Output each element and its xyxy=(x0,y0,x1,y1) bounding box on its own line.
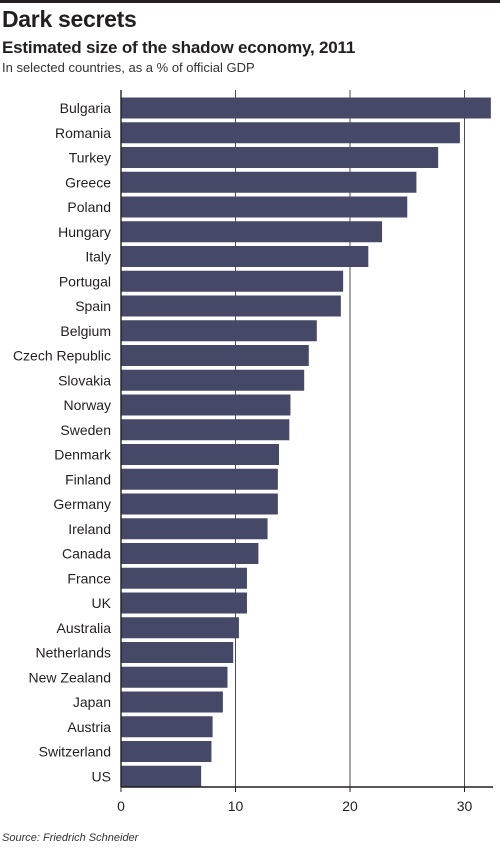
bar xyxy=(121,468,278,490)
category-label: Poland xyxy=(67,199,111,215)
bar xyxy=(121,97,491,119)
category-label: Spain xyxy=(75,298,111,314)
bar xyxy=(121,246,369,267)
bar xyxy=(121,444,280,465)
chart-subtitle: Estimated size of the shadow economy, 20… xyxy=(2,38,356,57)
category-label: New Zealand xyxy=(29,669,112,685)
bar xyxy=(121,617,239,639)
bar xyxy=(121,666,228,688)
bar xyxy=(121,642,234,663)
x-tick-label: 0 xyxy=(117,798,125,814)
bar xyxy=(121,765,202,787)
bar xyxy=(121,320,317,342)
bar xyxy=(121,493,278,515)
bar xyxy=(121,741,212,762)
bar xyxy=(121,419,290,441)
category-label: Ireland xyxy=(68,521,111,537)
bar xyxy=(121,691,223,713)
bar xyxy=(121,147,439,168)
category-label: Turkey xyxy=(69,150,111,166)
bar xyxy=(121,543,259,564)
category-label: Greece xyxy=(65,174,111,190)
category-label: Slovakia xyxy=(58,372,111,388)
category-label: Japan xyxy=(73,694,111,710)
bar xyxy=(121,270,344,292)
category-label: Switzerland xyxy=(39,744,111,760)
bar xyxy=(121,567,247,589)
x-tick-label: 30 xyxy=(457,798,473,814)
bar xyxy=(121,518,268,540)
category-label: Australia xyxy=(57,620,112,636)
chart-note: In selected countries, as a % of officia… xyxy=(2,60,255,75)
category-label: Romania xyxy=(55,125,111,141)
x-tick-label: 20 xyxy=(342,798,358,814)
bar xyxy=(121,221,383,243)
category-label: Czech Republic xyxy=(13,348,111,364)
category-label: Denmark xyxy=(54,447,112,463)
category-label: US xyxy=(92,768,111,784)
category-label: Sweden xyxy=(60,422,111,438)
bar xyxy=(121,345,309,366)
chart-title: Dark secrets xyxy=(2,6,137,32)
bar xyxy=(121,716,213,738)
bar xyxy=(121,369,305,391)
category-label: Hungary xyxy=(58,224,111,240)
category-label: Bulgaria xyxy=(60,100,112,116)
bar xyxy=(121,295,341,317)
bar xyxy=(121,592,247,614)
category-label: Portugal xyxy=(59,273,111,289)
category-label: France xyxy=(67,570,111,586)
category-label: Netherlands xyxy=(36,645,112,661)
bar xyxy=(121,122,460,144)
category-label: Italy xyxy=(85,249,111,265)
category-label: UK xyxy=(92,595,112,611)
category-label: Belgium xyxy=(60,323,111,339)
bar-chart: Bulgaria Romania Turkey Greece Poland Hungary… xyxy=(13,90,494,814)
category-label: Canada xyxy=(62,546,111,562)
bar xyxy=(121,196,408,218)
category-label: Germany xyxy=(53,496,111,512)
x-tick-label: 10 xyxy=(228,798,244,814)
bar xyxy=(121,171,417,193)
source-note: Source: Friedrich Schneider xyxy=(2,832,139,844)
top-rule xyxy=(0,0,500,3)
bar xyxy=(121,394,291,416)
category-label: Finland xyxy=(65,471,111,487)
category-label: Norway xyxy=(64,397,111,413)
category-label: Austria xyxy=(67,719,111,735)
